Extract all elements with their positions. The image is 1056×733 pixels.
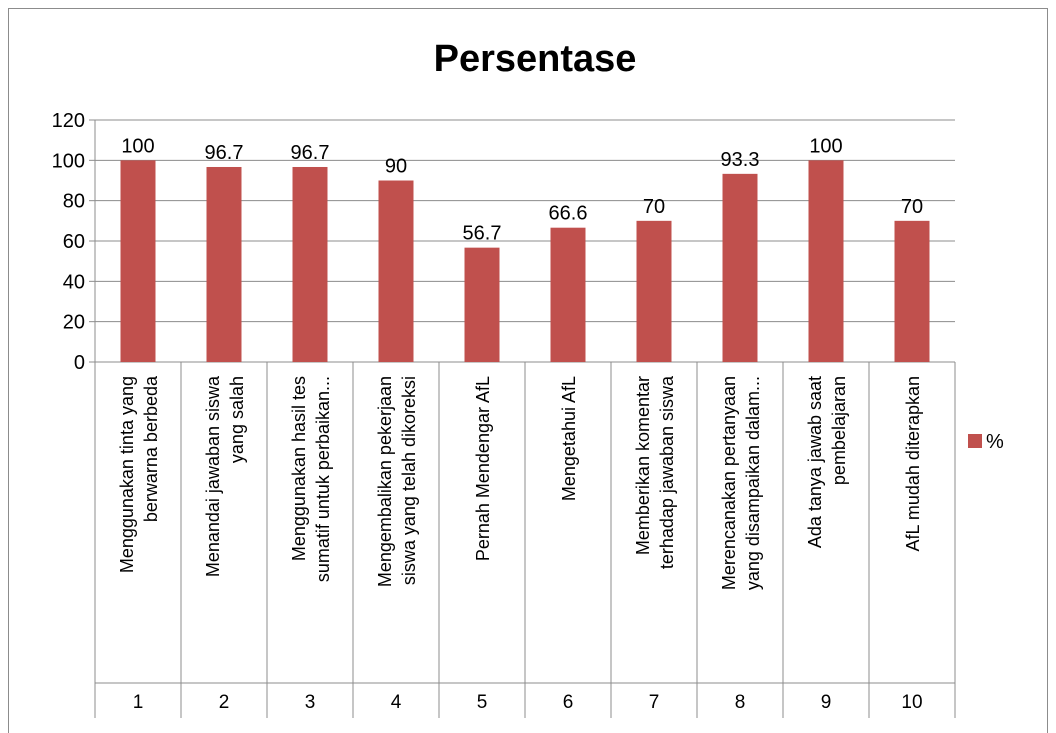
bar bbox=[636, 220, 672, 362]
category-label: sumatif untuk perbaikan... bbox=[313, 376, 333, 582]
data-label: 100 bbox=[121, 135, 154, 157]
y-tick-label: 100 bbox=[52, 150, 85, 172]
category-number: 8 bbox=[735, 692, 746, 713]
data-label: 96.7 bbox=[205, 142, 244, 164]
bar bbox=[808, 160, 844, 362]
category-label: Memberikan komentar bbox=[633, 376, 653, 555]
category-number: 1 bbox=[133, 692, 144, 713]
y-tick-label: 120 bbox=[52, 110, 85, 132]
category-number: 7 bbox=[649, 692, 660, 713]
data-label: 96.7 bbox=[291, 142, 330, 164]
bar bbox=[292, 166, 328, 362]
category-label: Mengembalikan pekerjaan bbox=[375, 376, 395, 587]
bar bbox=[378, 180, 414, 362]
data-label: 90 bbox=[385, 156, 407, 178]
data-label: 56.7 bbox=[463, 223, 502, 245]
category-number: 6 bbox=[563, 692, 574, 713]
data-label: 66.6 bbox=[549, 203, 588, 225]
category-label: Ada tanya jawab saat bbox=[805, 376, 825, 548]
legend-label: % bbox=[986, 431, 1004, 453]
category-label: Menggunakan tinta yang bbox=[117, 376, 137, 573]
data-label: 70 bbox=[901, 196, 923, 218]
bar bbox=[550, 227, 586, 362]
y-tick-label: 20 bbox=[63, 312, 85, 334]
bar bbox=[722, 173, 758, 362]
category-label: siswa yang telah dikoreksi bbox=[399, 376, 419, 585]
y-tick-label: 60 bbox=[63, 231, 85, 253]
bar bbox=[464, 247, 500, 362]
chart-title: Persentase bbox=[433, 38, 637, 80]
category-number: 10 bbox=[901, 692, 922, 713]
data-label: 70 bbox=[643, 196, 665, 218]
category-label: pembelajaran bbox=[829, 376, 849, 485]
bar bbox=[894, 220, 930, 362]
chart-frame bbox=[8, 8, 1048, 733]
category-number: 2 bbox=[219, 692, 230, 713]
category-label: AfL mudah diterapkan bbox=[903, 376, 923, 551]
data-label: 100 bbox=[809, 135, 842, 157]
category-label: terhadap jawaban siswa bbox=[657, 375, 677, 569]
category-label: Menandai jawaban siswa bbox=[203, 375, 223, 577]
legend-swatch bbox=[968, 434, 982, 448]
category-label: yang disampaikan dalam... bbox=[743, 376, 763, 590]
bar bbox=[206, 166, 242, 362]
y-tick-label: 40 bbox=[63, 271, 85, 293]
category-number: 5 bbox=[477, 692, 488, 713]
category-label: Merencanakan pertanyaan bbox=[719, 376, 739, 590]
category-number: 3 bbox=[305, 692, 316, 713]
category-number: 9 bbox=[821, 692, 832, 713]
bar bbox=[120, 160, 156, 362]
category-label: berwarna berbeda bbox=[141, 375, 161, 522]
category-number: 4 bbox=[391, 692, 402, 713]
category-label: Pernah Mendengar AfL bbox=[473, 376, 493, 561]
data-label: 93.3 bbox=[721, 149, 760, 171]
category-label: Menggunakan hasil tes bbox=[289, 376, 309, 561]
y-tick-label: 80 bbox=[63, 191, 85, 213]
category-label: yang salah bbox=[227, 376, 247, 463]
category-label: Mengetahui AfL bbox=[559, 376, 579, 501]
y-tick-label: 0 bbox=[74, 352, 85, 374]
